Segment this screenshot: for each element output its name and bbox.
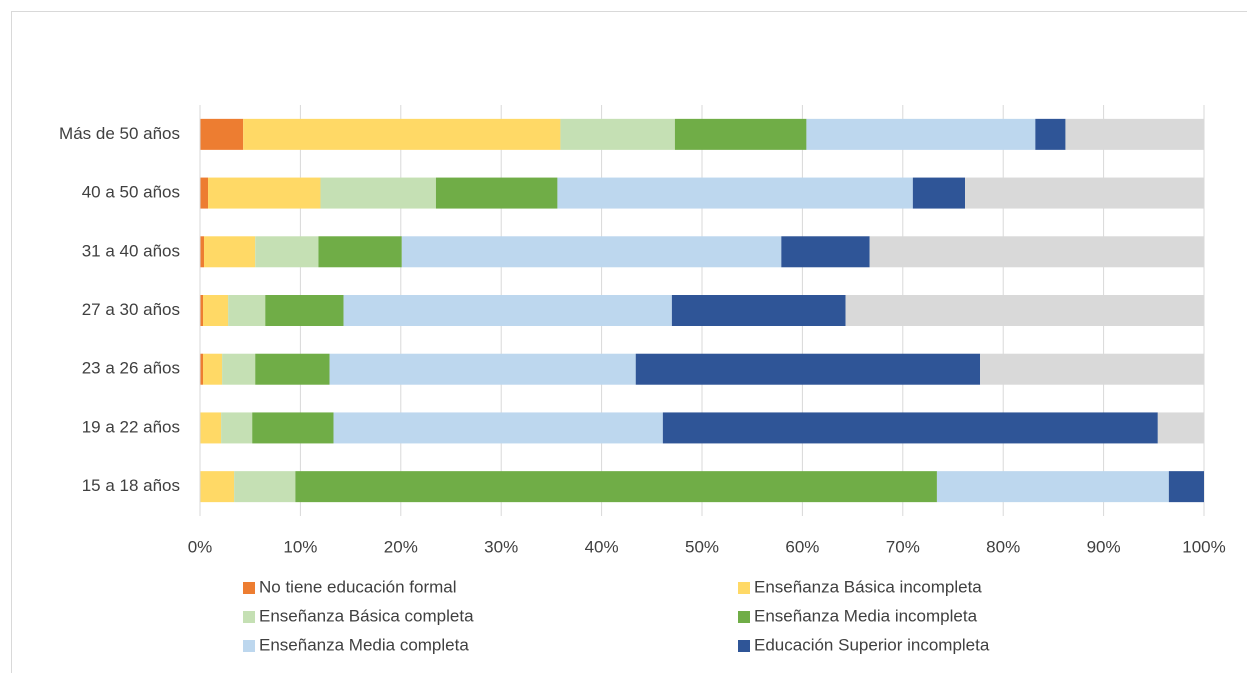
bar-segment bbox=[200, 412, 222, 444]
x-tick-label: 80% bbox=[986, 537, 1020, 556]
bar-segment bbox=[203, 353, 223, 385]
bar-segment bbox=[200, 177, 209, 209]
legend-swatch bbox=[738, 640, 750, 652]
bar-segment bbox=[208, 177, 321, 209]
x-tick-label: 10% bbox=[283, 537, 317, 556]
x-tick-label: 20% bbox=[384, 537, 418, 556]
bar-segment bbox=[401, 236, 782, 268]
x-tick-label: 0% bbox=[188, 537, 213, 556]
y-tick-label: 27 a 30 años bbox=[82, 300, 180, 319]
bar-segment bbox=[255, 236, 319, 268]
bar-segment bbox=[980, 353, 1204, 385]
bar-segment bbox=[1065, 118, 1204, 150]
bar-segment bbox=[200, 118, 244, 150]
legend-label: Enseñanza Media completa bbox=[259, 635, 469, 654]
bar-segment bbox=[671, 295, 846, 326]
y-tick-label: 23 a 26 años bbox=[82, 359, 180, 378]
bar-segment bbox=[635, 353, 981, 385]
x-tick-label: 50% bbox=[685, 537, 719, 556]
bar-segment bbox=[228, 295, 266, 326]
bar-segment bbox=[255, 353, 330, 385]
y-tick-label: 19 a 22 años bbox=[82, 417, 180, 436]
bar-segment bbox=[252, 412, 334, 444]
bar-segment bbox=[295, 471, 937, 503]
bar-segment bbox=[200, 236, 205, 268]
bar-segment bbox=[674, 118, 807, 150]
bar-segment bbox=[1157, 412, 1204, 444]
bar-segment bbox=[200, 353, 204, 385]
bar-segment bbox=[912, 177, 966, 209]
bar-segment bbox=[200, 471, 235, 503]
bar-segment bbox=[781, 236, 870, 268]
legend-label: Enseñanza Básica completa bbox=[259, 606, 474, 625]
legend-swatch bbox=[738, 582, 750, 594]
legend-label: Enseñanza Media incompleta bbox=[754, 606, 978, 625]
bar-segment bbox=[333, 412, 663, 444]
x-tick-label: 90% bbox=[1087, 537, 1121, 556]
y-tick-label: 40 a 50 años bbox=[82, 183, 180, 202]
bar-segment bbox=[936, 471, 1169, 503]
bar-segment bbox=[1168, 471, 1204, 503]
x-tick-label: 30% bbox=[484, 537, 518, 556]
bar-segment bbox=[318, 236, 402, 268]
x-tick-label: 60% bbox=[785, 537, 819, 556]
legend-swatch bbox=[243, 640, 255, 652]
y-tick-label: 31 a 40 años bbox=[82, 241, 180, 260]
legend-swatch bbox=[243, 582, 255, 594]
bar-segment bbox=[204, 236, 256, 268]
bar-segment bbox=[869, 236, 1204, 268]
y-tick-label: Más de 50 años bbox=[59, 124, 180, 143]
bar-segment bbox=[845, 295, 1204, 326]
legend-label: No tiene educación formal bbox=[259, 577, 457, 596]
legend-swatch bbox=[243, 611, 255, 623]
chart-border bbox=[11, 11, 1247, 673]
x-tick-label: 100% bbox=[1182, 537, 1225, 556]
bar-segment bbox=[435, 177, 558, 209]
bar-segment bbox=[662, 412, 1158, 444]
legend-swatch bbox=[738, 611, 750, 623]
legend-label: Enseñanza Básica incompleta bbox=[754, 577, 982, 596]
bar-segment bbox=[222, 353, 256, 385]
bar-segment bbox=[965, 177, 1204, 209]
bar-segment bbox=[1035, 118, 1066, 150]
bar-segment bbox=[557, 177, 913, 209]
bar-segment bbox=[203, 295, 229, 326]
bar-segment bbox=[265, 295, 344, 326]
bar-segment bbox=[243, 118, 561, 150]
bar-segment bbox=[234, 471, 296, 503]
bar-segment bbox=[221, 412, 253, 444]
bar-segment bbox=[560, 118, 675, 150]
x-tick-label: 70% bbox=[886, 537, 920, 556]
legend-label: Educación Superior incompleta bbox=[754, 635, 990, 654]
bar-segment bbox=[806, 118, 1036, 150]
bar-segment bbox=[200, 295, 204, 326]
x-tick-label: 40% bbox=[585, 537, 619, 556]
bar-segment bbox=[320, 177, 436, 209]
y-tick-label: 15 a 18 años bbox=[82, 476, 180, 495]
bar-segment bbox=[343, 295, 672, 326]
bar-segment bbox=[329, 353, 636, 385]
